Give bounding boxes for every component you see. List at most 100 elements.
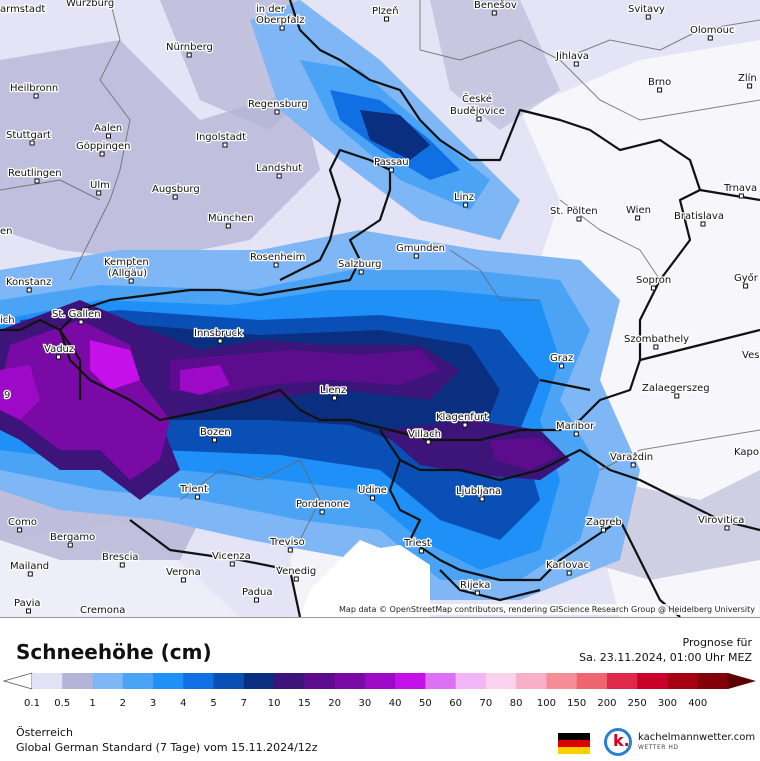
city-label: Udine <box>358 485 387 496</box>
city-marker <box>491 10 497 16</box>
city-label: Oberpfalz <box>256 15 305 26</box>
city-marker <box>747 83 753 89</box>
city-label: Wien <box>626 205 651 216</box>
city-label: Kapo <box>734 447 759 458</box>
city-marker <box>738 193 744 199</box>
colorbar-swatch <box>667 673 699 689</box>
city-label: Maribor <box>556 421 595 432</box>
city-label: Graz <box>550 353 573 364</box>
city-label: Landshut <box>256 163 302 174</box>
colorbar-tick-label: 0.1 <box>24 698 40 709</box>
city-label: Regensburg <box>248 99 308 110</box>
city-marker <box>653 344 659 350</box>
colorbar-tick-label: 20 <box>328 698 341 709</box>
colorbar-swatch <box>62 673 94 689</box>
city-label: armstadt <box>0 4 45 15</box>
city-label: Stuttgart <box>6 130 51 141</box>
legend-title: Schneehöhe (cm) <box>16 640 212 664</box>
colorbar-tick-label: 400 <box>688 698 707 709</box>
city-label: 9 <box>4 390 10 401</box>
city-marker <box>479 496 485 502</box>
city-marker <box>657 87 663 93</box>
city-marker <box>194 494 200 500</box>
colorbar-tick-label: 10 <box>268 698 281 709</box>
city-label: Vicenza <box>212 551 251 562</box>
city-label: Ulm <box>90 180 110 191</box>
forecast-time: Sa. 23.11.2024, 01:00 Uhr MEZ <box>579 651 752 664</box>
city-marker <box>67 542 73 548</box>
colorbar-tick-label: 15 <box>298 698 311 709</box>
colorbar-swatch <box>546 673 578 689</box>
city-marker <box>128 278 134 284</box>
colorbar-tick-label: 200 <box>597 698 616 709</box>
city-marker <box>96 190 102 196</box>
colorbar-max-arrow <box>728 673 756 689</box>
city-label: Heilbronn <box>10 83 58 94</box>
colorbar-swatch <box>395 673 426 689</box>
city-marker <box>573 61 579 67</box>
colorbar-tick-label: 100 <box>537 698 556 709</box>
city-marker <box>645 14 651 20</box>
city-marker <box>217 338 223 344</box>
colorbar-swatch <box>32 673 63 689</box>
city-marker <box>425 439 431 445</box>
forecast-label: Prognose für <box>682 636 753 649</box>
city-label: České <box>462 92 492 105</box>
colorbar-swatch <box>697 673 729 689</box>
city-label: (Allgäu) <box>108 268 147 279</box>
city-label: Zalaegerszeg <box>642 383 710 394</box>
colorbar-swatch <box>274 673 305 689</box>
city-label: Zlín <box>738 72 757 84</box>
city-marker <box>576 216 582 222</box>
city-marker <box>474 590 480 596</box>
city-marker <box>212 437 217 443</box>
city-marker <box>674 393 680 399</box>
city-marker <box>99 151 105 157</box>
colorbar-swatch <box>213 673 245 689</box>
city-label: Svitavy <box>628 4 665 15</box>
city-marker <box>370 495 375 501</box>
city-label: Plzeň <box>372 5 399 17</box>
city-label: en <box>0 226 13 237</box>
city-label: St. Gallen <box>52 309 101 320</box>
city-marker <box>172 194 178 200</box>
city-label: Lienz <box>320 385 346 396</box>
city-marker <box>33 93 39 99</box>
city-marker <box>600 527 606 533</box>
colorbar-swatch <box>92 673 124 689</box>
city-marker <box>27 571 33 577</box>
city-marker <box>106 133 111 139</box>
colorbar-swatch <box>334 673 366 689</box>
colorbar-swatch <box>516 673 547 689</box>
city-label: Gmunden <box>396 243 445 254</box>
colorbar-swatch <box>637 673 668 689</box>
city-label: Brno <box>648 77 671 88</box>
city-marker <box>700 221 706 227</box>
city-marker <box>279 25 285 31</box>
city-label: Trnava <box>723 183 757 194</box>
city-marker <box>462 422 468 428</box>
city-label: Ljubljana <box>456 486 501 497</box>
city-marker <box>29 140 35 146</box>
city-label: Linz <box>454 192 474 203</box>
city-marker <box>319 509 325 515</box>
city-label: ich <box>0 315 15 326</box>
colorbar-tick-label: 3 <box>150 698 156 709</box>
colorbar-swatch <box>455 673 487 689</box>
city-label: Kempten <box>104 257 149 268</box>
legend-panel: Schneehöhe (cm) Prognose für Sa. 23.11.2… <box>0 617 760 761</box>
city-marker <box>274 109 280 115</box>
city-label: in der <box>256 4 286 15</box>
colorbar-swatch <box>243 673 275 689</box>
german-flag-icon <box>558 733 590 754</box>
city-marker <box>635 215 641 221</box>
colorbar-swatch <box>304 673 336 689</box>
colorbar-tick-label: 300 <box>658 698 677 709</box>
city-label: Bozen <box>200 427 231 438</box>
colorbar-tick-label: 60 <box>449 698 462 709</box>
city-marker <box>463 202 469 208</box>
city-label: Bratislava <box>674 211 724 222</box>
city-label: Villach <box>408 429 441 440</box>
city-marker <box>276 173 282 179</box>
